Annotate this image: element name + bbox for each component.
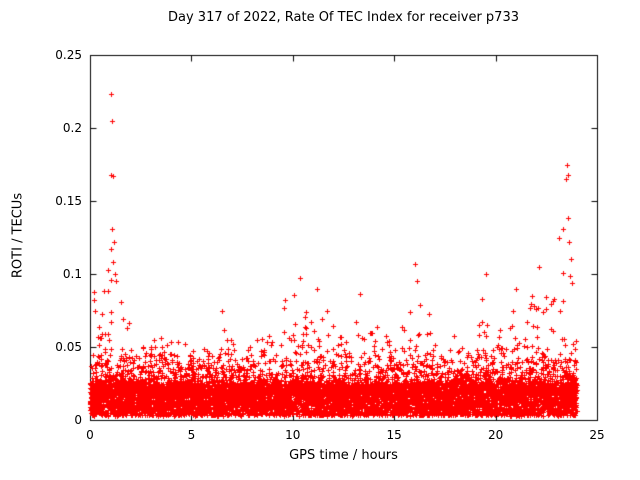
chart-title: Day 317 of 2022, Rate Of TEC Index for r… bbox=[168, 10, 519, 25]
x-axis-label: GPS time / hours bbox=[289, 448, 398, 463]
y-axis-label: ROTI / TECUs bbox=[10, 192, 26, 279]
